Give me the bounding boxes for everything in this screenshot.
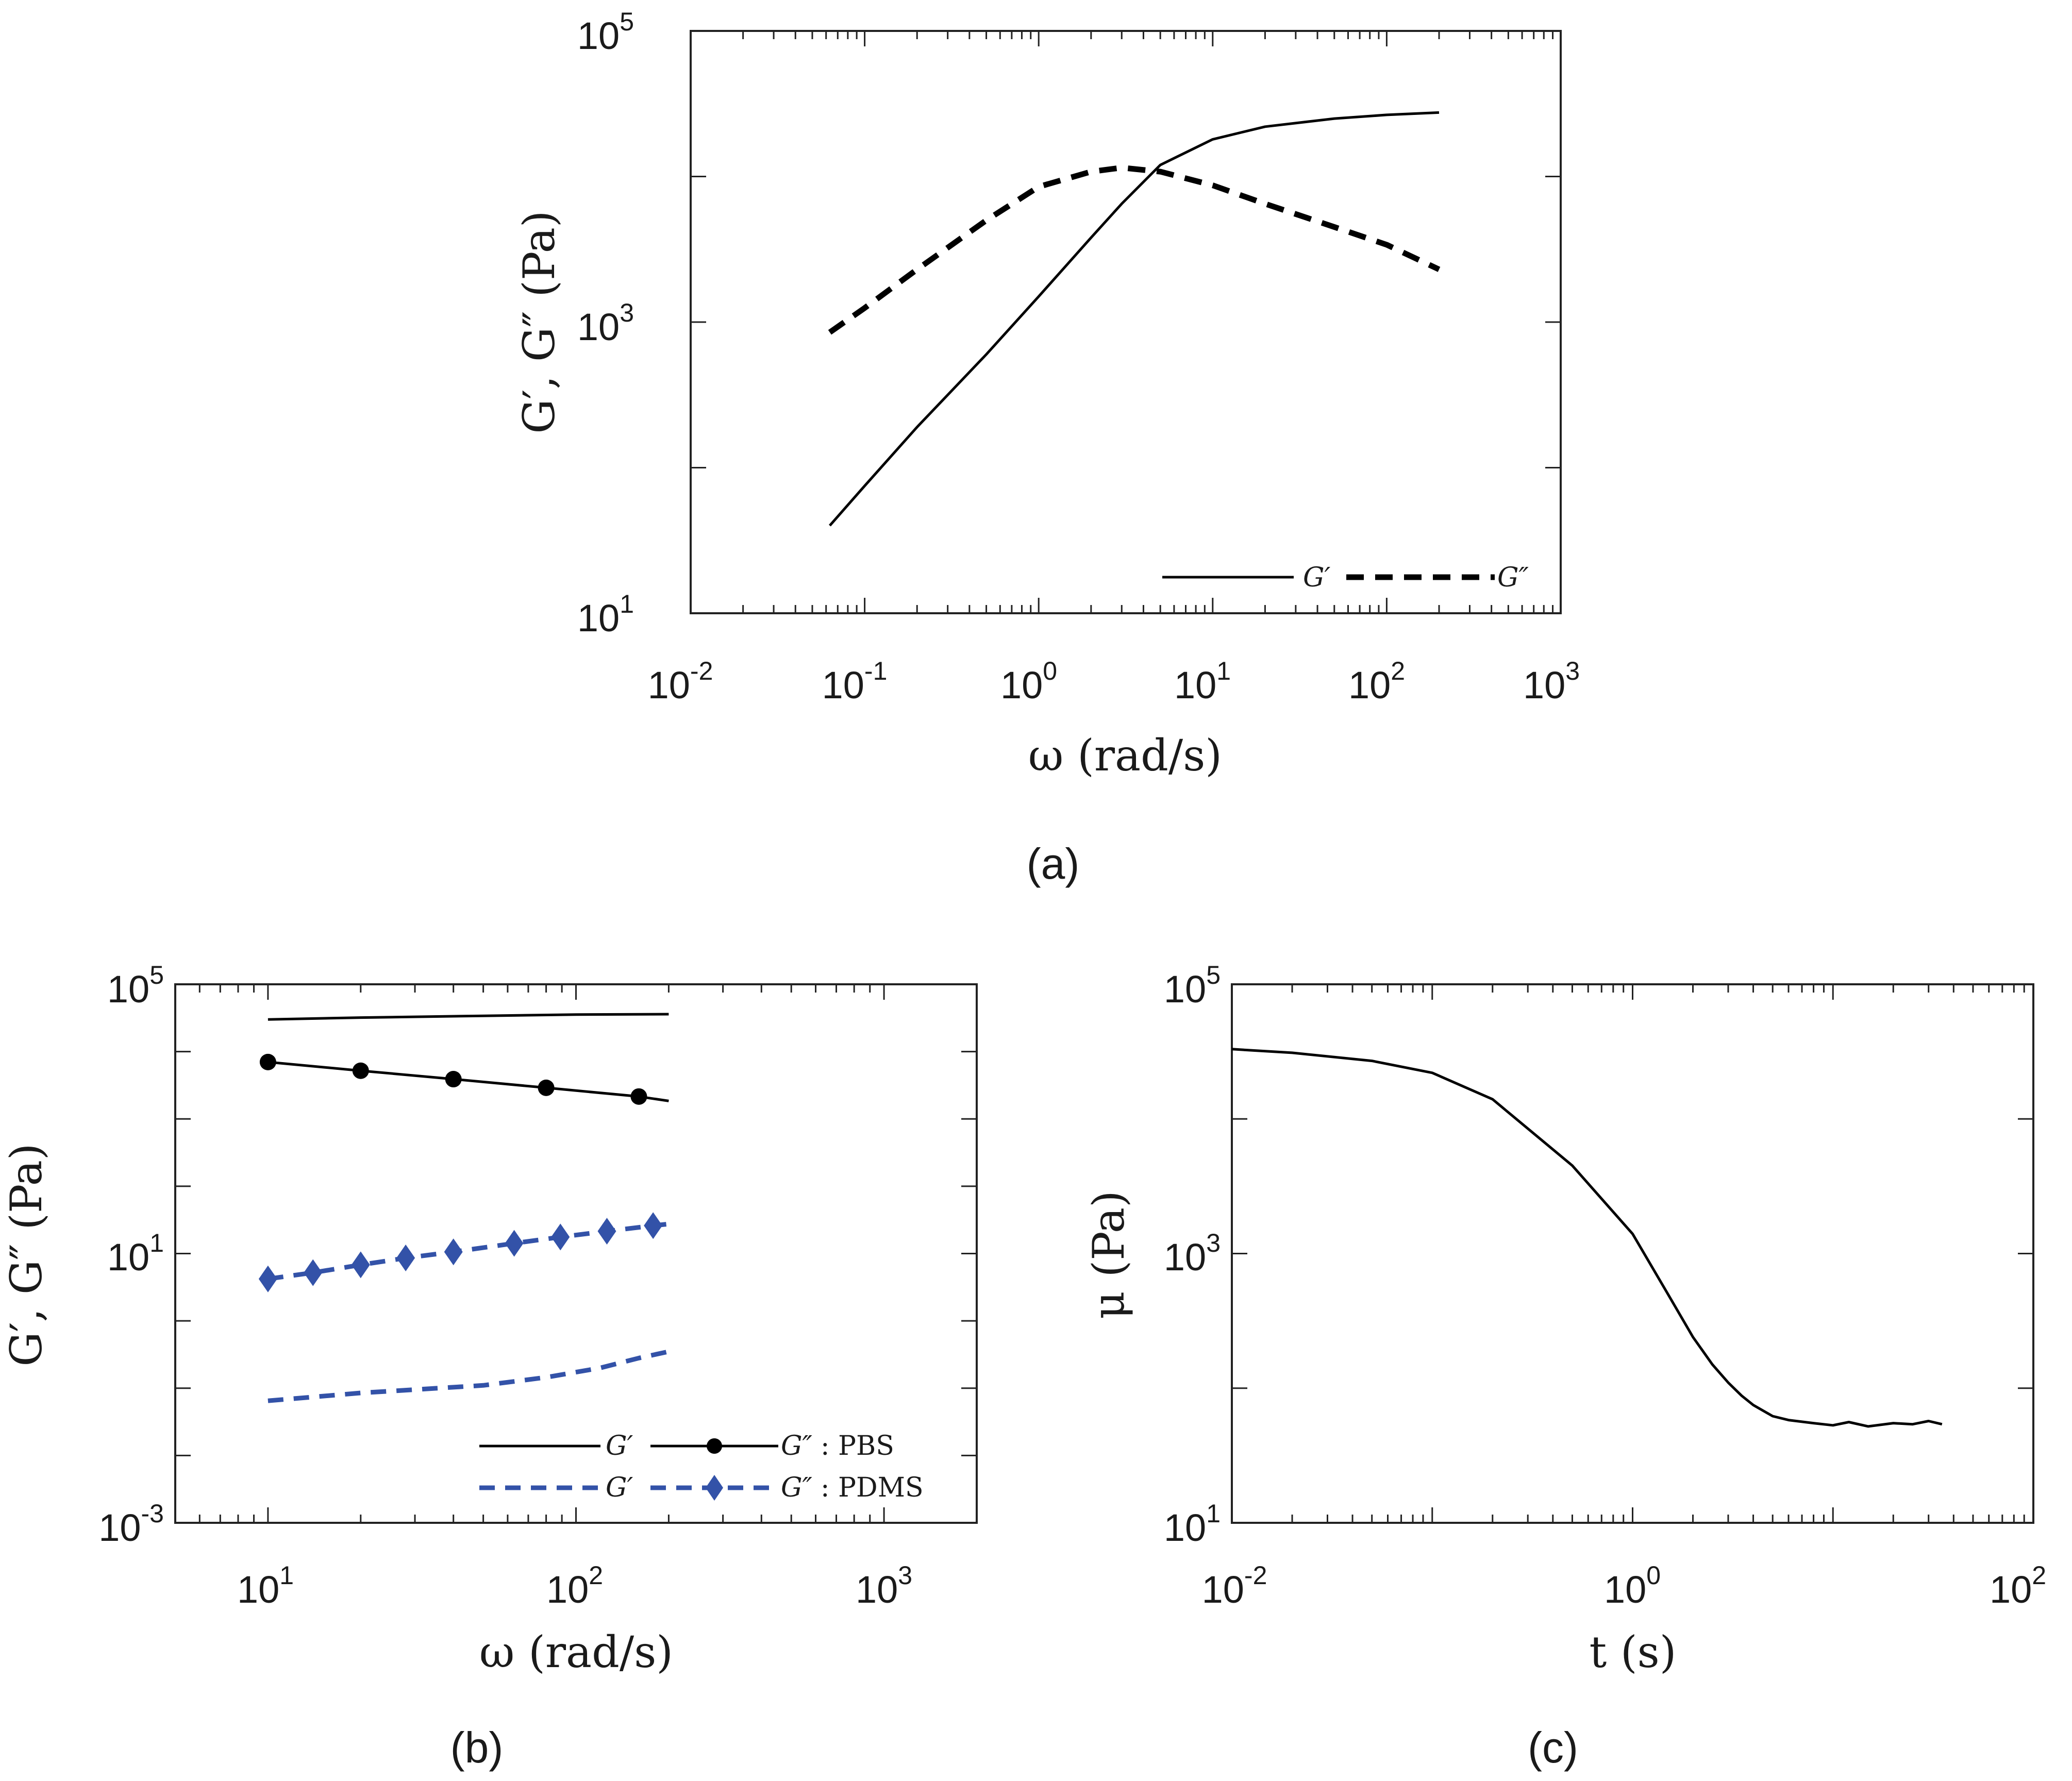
xlabel-a: ω (rad/s) <box>1028 730 1222 781</box>
marker-b-1-4 <box>630 1088 647 1105</box>
xtick-label-a-0: 10-2 <box>648 657 713 707</box>
series-line-b-1 <box>268 1061 669 1102</box>
ylabel-c: μ (Pa) <box>1083 1190 1134 1319</box>
legend-b-pdms-marker <box>706 1475 723 1501</box>
marker-b-3-1 <box>304 1259 323 1286</box>
series-c <box>1232 1048 1943 1428</box>
ticks-b <box>174 983 978 1524</box>
legend-b-pdms-gdouble-label: G″ <box>781 1472 813 1503</box>
legend-b-pdms-suffix: : PDMS <box>821 1472 924 1503</box>
marker-b-1-2 <box>445 1071 462 1088</box>
panel-a: 101 103 105 10-2 10-1 100 101 102 103 ω … <box>514 7 1580 888</box>
marker-b-3-3 <box>396 1245 415 1272</box>
legend-a: G′ G″ <box>1162 562 1529 593</box>
series-line-b-0 <box>268 1013 669 1021</box>
plot-frame-a <box>690 30 1562 614</box>
series-line-b-3 <box>268 1221 669 1282</box>
xtick-label-a-5: 103 <box>1523 657 1580 707</box>
ylabel-a: G′, G″ (Pa) <box>514 210 564 433</box>
marker-b-3-2 <box>351 1251 370 1279</box>
ytick-label-a-2: 105 <box>577 7 634 57</box>
series-line-c-0 <box>1232 1048 1943 1428</box>
marker-b-3-8 <box>644 1212 663 1239</box>
series-line-a-1 <box>828 164 1441 335</box>
caption-a: (a) <box>1027 839 1080 888</box>
marker-b-3-6 <box>551 1223 570 1251</box>
marker-b-3-7 <box>597 1218 616 1245</box>
marker-b-3-5 <box>505 1230 524 1257</box>
marker-b-1-3 <box>538 1079 555 1096</box>
ticks-c <box>1231 983 2034 1524</box>
legend-b-pbs-gdouble-label: G″ <box>781 1431 813 1461</box>
panel-c: 101 103 105 10-2 100 102 t (s) μ (Pa) (c… <box>1083 961 2046 1772</box>
series-line-b-2 <box>268 1349 670 1403</box>
ytick-label-a-0: 101 <box>577 590 634 640</box>
xtick-label-a-3: 101 <box>1174 657 1231 707</box>
marker-b-1-1 <box>352 1062 369 1079</box>
xlabel-b: ω (rad/s) <box>479 1627 673 1677</box>
series-a <box>828 111 1441 527</box>
marker-b-3-0 <box>258 1265 277 1292</box>
legend-a-gdouble-label: G″ <box>1497 562 1529 593</box>
caption-b: (b) <box>450 1723 504 1772</box>
series-b <box>258 1013 670 1403</box>
ytick-label-b-2: 105 <box>107 961 164 1011</box>
xtick-label-b-1: 102 <box>546 1561 603 1611</box>
ytick-label-c-2: 105 <box>1164 961 1221 1011</box>
marker-b-1-0 <box>259 1053 276 1070</box>
legend-b-pbs-marker <box>707 1438 722 1454</box>
marker-b-3-4 <box>444 1238 463 1266</box>
caption-c: (c) <box>1528 1723 1578 1772</box>
ticks-a <box>690 30 1562 614</box>
legend-b-pbs-gprime-label: G′ <box>606 1431 633 1461</box>
ytick-label-c-1: 103 <box>1164 1229 1221 1279</box>
xtick-label-a-4: 102 <box>1348 657 1405 707</box>
legend-a-gprime-label: G′ <box>1303 562 1331 593</box>
xtick-label-c-2: 102 <box>1990 1561 2046 1611</box>
xtick-label-a-2: 100 <box>1000 657 1057 707</box>
legend-b: G′ G″ : PBS G′ G″ : PDMS <box>479 1431 924 1503</box>
legend-b-pdms-gprime-label: G′ <box>606 1472 633 1503</box>
ylabel-b: G′, G″ (Pa) <box>1 1143 52 1366</box>
xtick-label-c-0: 10-2 <box>1202 1561 1267 1611</box>
ytick-label-b-1: 101 <box>107 1229 164 1279</box>
ytick-label-a-1: 103 <box>577 298 634 348</box>
ytick-label-b-0: 10-3 <box>98 1499 164 1549</box>
xtick-label-c-1: 100 <box>1604 1561 1661 1611</box>
xtick-label-a-1: 10-1 <box>822 657 888 707</box>
xlabel-c: t (s) <box>1589 1627 1676 1677</box>
legend-b-pbs-suffix: : PBS <box>821 1431 894 1461</box>
ytick-label-c-0: 101 <box>1164 1499 1221 1549</box>
series-line-a-0 <box>829 111 1440 527</box>
xtick-label-b-2: 103 <box>856 1561 912 1611</box>
xtick-label-b-0: 101 <box>237 1561 294 1611</box>
panel-b: 10-3 101 105 101 102 103 ω (rad/s) G′, G… <box>1 961 978 1772</box>
plot-frame-c <box>1231 983 2034 1524</box>
